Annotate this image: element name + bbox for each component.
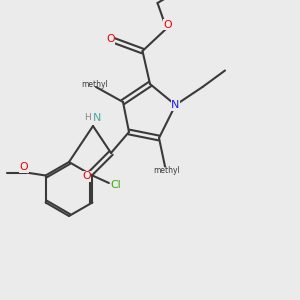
Text: O: O — [82, 171, 91, 182]
Text: O: O — [20, 162, 28, 172]
Text: H: H — [84, 113, 91, 122]
Text: O: O — [164, 20, 172, 30]
Text: O: O — [106, 34, 115, 44]
Text: methyl: methyl — [153, 166, 180, 175]
Text: Cl: Cl — [110, 180, 121, 190]
Text: N: N — [171, 100, 180, 110]
Text: N: N — [92, 112, 101, 123]
Text: methyl: methyl — [81, 80, 108, 88]
